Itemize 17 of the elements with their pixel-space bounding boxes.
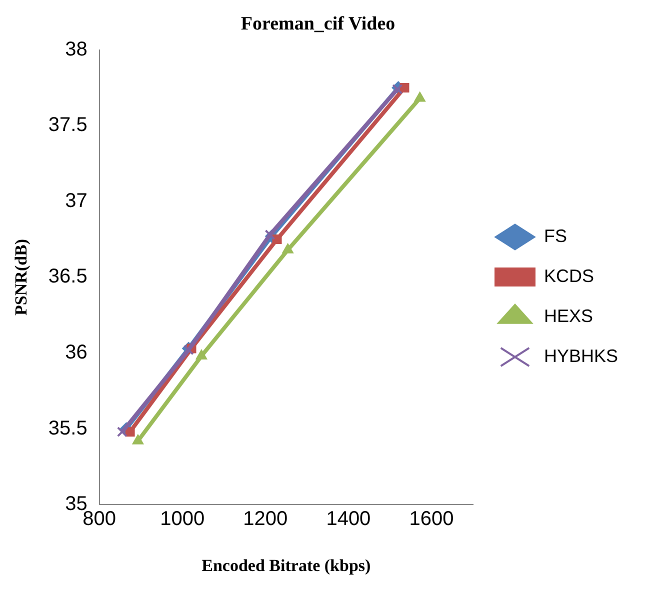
chart-title: Foreman_cif Video: [240, 13, 396, 34]
x-axis-title: Encoded Bitrate (kbps): [202, 556, 371, 576]
y-tick-label: 37: [65, 190, 88, 212]
y-tick-label: 36.5: [48, 266, 88, 288]
x-tick-label: 1400: [326, 508, 371, 530]
legend-label: HEXS: [544, 306, 594, 326]
y-axis-title: PSNR(dB): [12, 238, 31, 316]
y-tick-label: 37.5: [48, 114, 88, 136]
y-tick-label: 35.5: [48, 417, 88, 440]
y-tick-label: 38: [65, 38, 88, 60]
legend-label: HYBHKS: [544, 346, 618, 366]
legend-label: KCDS: [544, 266, 594, 286]
x-tick-label: 1600: [409, 508, 454, 530]
legend-label: FS: [544, 226, 568, 246]
y-tick-label: 36: [65, 342, 88, 364]
x-tick-label: 1000: [160, 508, 205, 530]
x-tick-label: 1200: [243, 508, 288, 530]
